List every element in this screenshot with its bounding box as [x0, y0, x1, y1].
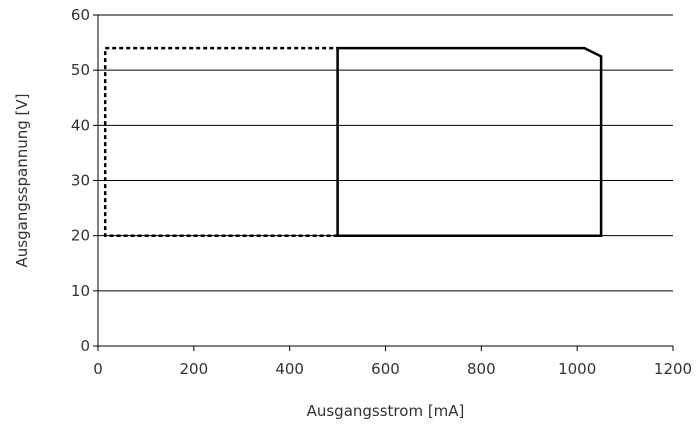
x-axis-title: Ausgangsstrom [mA]	[307, 402, 465, 420]
series-line-solid	[336, 46, 603, 237]
y-tick-label: 40	[71, 116, 90, 134]
x-tick-label: 600	[371, 360, 400, 378]
x-tick-label: 400	[275, 360, 304, 378]
y-axis-title: Ausgangsspannung [V]	[13, 94, 31, 268]
y-tick-label: 20	[71, 227, 90, 245]
x-tick-label: 200	[180, 360, 209, 378]
grid-layer	[98, 14, 673, 347]
series-line-dotted	[103, 46, 338, 237]
x-tick-label: 800	[467, 360, 496, 378]
axis-layer	[93, 14, 674, 351]
y-tick-label: 30	[71, 172, 90, 190]
x-tick-label: 0	[93, 360, 103, 378]
series-layer	[103, 46, 603, 237]
x-tick-label: 1000	[558, 360, 596, 378]
y-tick-label: 60	[71, 6, 90, 24]
y-tick-label: 10	[71, 282, 90, 300]
y-tick-label: 0	[80, 337, 90, 355]
x-tick-label: 1200	[654, 360, 692, 378]
y-tick-label: 50	[71, 61, 90, 79]
